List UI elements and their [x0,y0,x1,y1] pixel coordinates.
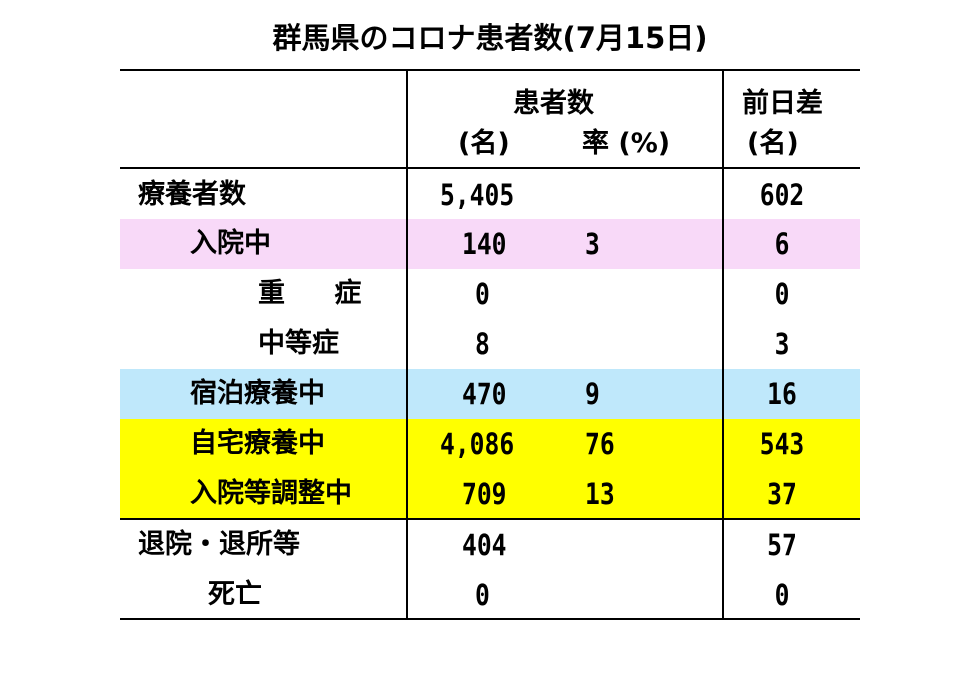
row-rate-hotel: 9 [585,377,600,411]
row-rate-adjusting: 13 [585,477,615,511]
row-label-severe: 重 症 [258,278,362,309]
row-diff-moderate: 3 [774,327,790,361]
row-count-moderate: 8 [475,327,490,361]
header-patients: 患者数 [513,88,594,119]
row-count-discharged: 404 [462,528,507,562]
row-label-deaths: 死亡 [208,579,262,610]
section-rule [120,518,860,520]
header-diff-unit: (名) [747,128,799,159]
row-rate-home: 76 [585,427,615,461]
row-count-deaths: 0 [475,578,490,612]
header-diff: 前日差 [742,88,823,119]
band-hotel [120,369,860,419]
row-label-hospitalized: 入院中 [190,228,271,259]
row-label-discharged: 退院・退所等 [138,529,300,560]
row-rate-hospitalized: 3 [585,227,600,261]
header-count-unit: (名) [458,128,510,159]
row-count-home: 4,086 [440,427,515,461]
row-label-moderate: 中等症 [258,328,339,359]
column-divider-diff [722,69,724,620]
row-diff-home: 543 [759,427,805,461]
row-count-severe: 0 [475,277,490,311]
row-diff-total: 602 [759,178,805,212]
row-count-adjusting: 709 [462,477,507,511]
row-label-adjusting: 入院等調整中 [190,478,352,509]
row-diff-severe: 0 [774,277,790,311]
table-top-rule [120,69,860,71]
row-diff-adjusting: 37 [767,477,797,511]
band-home [120,419,860,519]
band-hospitalized [120,219,860,269]
row-count-total: 5,405 [440,178,515,212]
row-label-hotel: 宿泊療養中 [190,378,325,409]
row-diff-deaths: 0 [774,578,790,612]
page-title: 群馬県のコロナ患者数(7月15日) [272,21,708,55]
row-diff-hospitalized: 6 [774,227,790,261]
row-diff-discharged: 57 [767,528,797,562]
row-label-total: 療養者数 [138,179,246,210]
column-divider-label [406,69,408,620]
row-label-home: 自宅療養中 [190,428,325,459]
row-count-hospitalized: 140 [462,227,507,261]
header-bottom-rule [120,167,860,169]
header-rate-unit: 率 (%) [582,128,671,159]
row-diff-hotel: 16 [767,377,797,411]
table-bottom-rule [120,618,860,620]
row-count-hotel: 470 [462,377,507,411]
